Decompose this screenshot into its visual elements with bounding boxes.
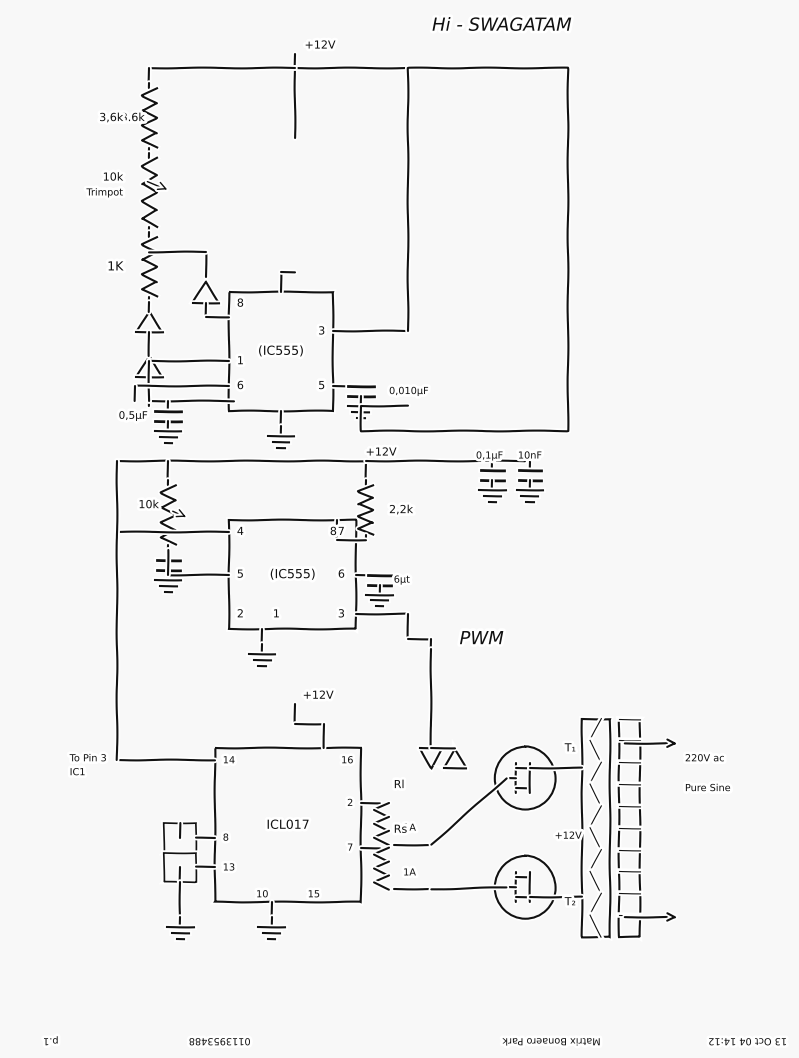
Text: p.1: p.1 <box>43 1036 58 1046</box>
Text: 220V ac: 220V ac <box>685 753 725 763</box>
Text: 6μt: 6μt <box>394 574 410 585</box>
Text: 1: 1 <box>272 609 280 619</box>
Text: 10k: 10k <box>103 172 123 183</box>
Text: 1A: 1A <box>403 868 415 877</box>
Text: T₂: T₂ <box>565 897 576 908</box>
Text: 10nF: 10nF <box>518 451 542 460</box>
Text: 8: 8 <box>330 527 337 537</box>
Text: 2,2k: 2,2k <box>389 505 413 515</box>
Text: Pure Sine: Pure Sine <box>685 783 731 794</box>
Text: 1A: 1A <box>403 823 415 833</box>
Text: IC1: IC1 <box>70 767 85 778</box>
Text: 7: 7 <box>347 842 353 853</box>
Text: 10: 10 <box>256 890 268 899</box>
Text: 8: 8 <box>237 298 244 309</box>
Text: +12V: +12V <box>304 40 336 51</box>
Text: 5: 5 <box>237 569 244 580</box>
Text: Rl: Rl <box>394 780 404 790</box>
Text: To Pin 3: To Pin 3 <box>70 753 107 763</box>
Text: 0,010μF: 0,010μF <box>389 386 428 396</box>
Text: 13: 13 <box>223 862 235 873</box>
Text: 4: 4 <box>237 527 244 537</box>
Text: 16: 16 <box>341 755 353 765</box>
Text: 2: 2 <box>347 798 353 808</box>
Text: 3: 3 <box>318 327 325 336</box>
Text: 14: 14 <box>223 755 235 765</box>
Text: Trimpot: Trimpot <box>86 187 123 198</box>
Text: 3,6k: 3,6k <box>99 113 123 123</box>
Text: T₁: T₁ <box>565 744 576 753</box>
Bar <box>215 748 361 902</box>
Text: 1K: 1K <box>107 260 123 273</box>
Bar <box>164 853 197 882</box>
Circle shape <box>495 856 555 919</box>
Text: 5: 5 <box>318 381 325 391</box>
Text: 3: 3 <box>338 609 345 619</box>
Text: +12V: +12V <box>555 831 582 841</box>
Text: 8: 8 <box>223 833 229 843</box>
Text: 6: 6 <box>237 381 244 391</box>
Text: 0,5μF: 0,5μF <box>118 411 148 421</box>
Bar <box>164 823 197 853</box>
Bar <box>229 521 356 630</box>
Text: PWM: PWM <box>459 631 503 649</box>
Text: 15: 15 <box>308 890 320 899</box>
Text: Matrix Bonaero Park: Matrix Bonaero Park <box>502 1036 601 1046</box>
Text: 3.6k: 3.6k <box>121 113 145 123</box>
Bar <box>229 292 332 411</box>
Text: Hi - SWAGATAM: Hi - SWAGATAM <box>432 17 571 35</box>
Text: 10k: 10k <box>138 500 159 510</box>
Text: 0,1μF: 0,1μF <box>476 451 503 460</box>
Text: (IC555): (IC555) <box>258 345 304 358</box>
Text: 7: 7 <box>338 527 345 537</box>
Bar <box>582 718 610 937</box>
Bar <box>619 718 640 937</box>
Text: 1: 1 <box>237 357 244 366</box>
Text: 13 Oct 04 14:12: 13 Oct 04 14:12 <box>709 1036 787 1046</box>
Text: +12V: +12V <box>303 691 334 700</box>
Text: 6: 6 <box>338 569 345 580</box>
Text: Rs: Rs <box>394 825 407 835</box>
Text: (IC555): (IC555) <box>270 568 316 581</box>
Circle shape <box>495 746 555 810</box>
Text: 2: 2 <box>237 609 244 619</box>
Text: 0113953488: 0113953488 <box>189 1036 251 1046</box>
Text: ICL017: ICL017 <box>266 819 310 832</box>
Text: +12V: +12V <box>366 448 396 457</box>
